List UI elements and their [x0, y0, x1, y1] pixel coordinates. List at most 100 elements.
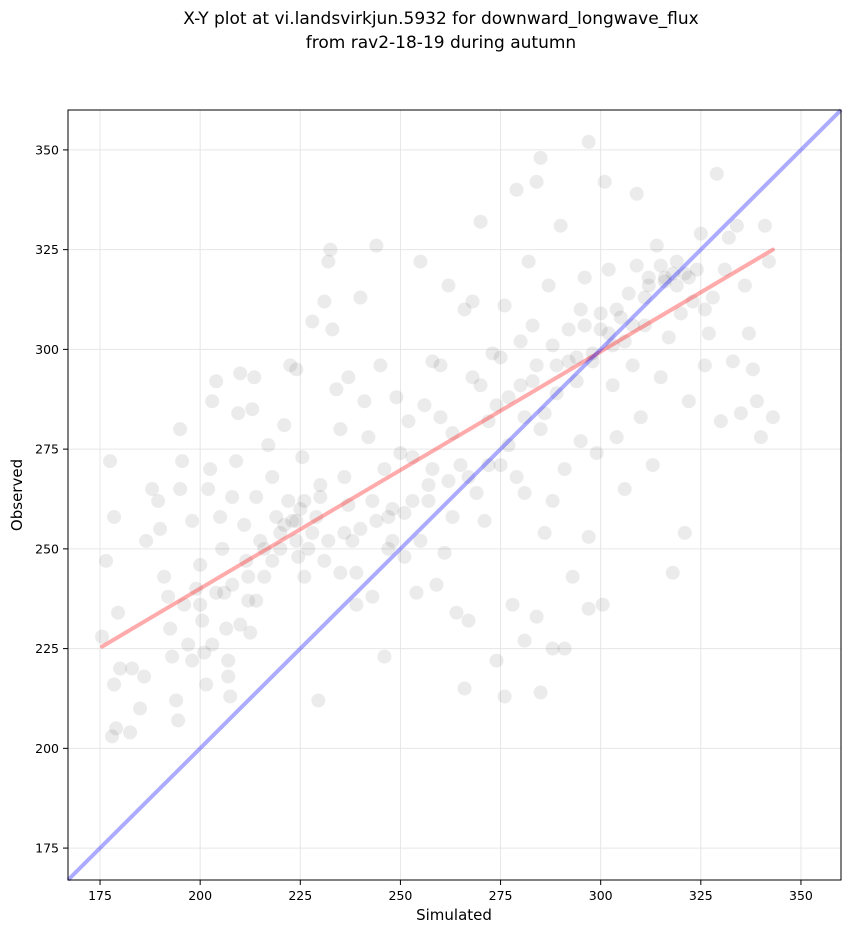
data-point — [341, 370, 356, 385]
data-point — [649, 238, 664, 253]
data-point — [493, 458, 508, 473]
x-tick-label: 175 — [88, 888, 112, 903]
data-point — [553, 218, 568, 233]
x-tick-label: 275 — [489, 888, 513, 903]
data-point — [241, 593, 256, 608]
data-point — [413, 254, 428, 269]
data-point — [533, 150, 548, 165]
data-point — [465, 370, 480, 385]
data-point — [417, 398, 432, 413]
data-point — [165, 649, 180, 664]
data-point — [681, 270, 696, 285]
data-point — [681, 394, 696, 409]
data-point — [209, 374, 224, 389]
data-point — [589, 446, 604, 461]
data-point — [433, 358, 448, 373]
data-point — [701, 326, 716, 341]
data-point — [585, 354, 600, 369]
data-point — [421, 493, 436, 508]
data-point — [181, 637, 196, 652]
data-point — [581, 529, 596, 544]
data-point — [329, 382, 344, 397]
data-point — [193, 597, 208, 612]
data-point — [741, 326, 756, 341]
data-point — [621, 286, 636, 301]
data-point — [669, 254, 684, 269]
data-point — [657, 270, 672, 285]
data-point — [357, 394, 372, 409]
data-point — [489, 653, 504, 668]
data-point — [545, 641, 560, 656]
data-point — [721, 230, 736, 245]
data-point — [657, 274, 672, 289]
data-point — [677, 525, 692, 540]
data-point — [195, 613, 210, 628]
data-point — [569, 374, 584, 389]
x-tick-label: 325 — [689, 888, 713, 903]
data-point — [185, 513, 200, 528]
y-tick-label: 300 — [35, 342, 59, 357]
x-axis-ticks: 175 200 225 250 275 300 325 350 — [88, 880, 813, 903]
data-point — [545, 338, 560, 353]
data-point — [333, 565, 348, 580]
data-point — [549, 386, 564, 401]
data-point — [517, 486, 532, 501]
data-point — [113, 661, 128, 676]
data-point — [393, 446, 408, 461]
data-point — [237, 517, 252, 532]
data-point — [753, 430, 768, 445]
data-point — [517, 410, 532, 425]
data-point — [609, 302, 624, 317]
data-point — [445, 426, 460, 441]
data-point — [161, 589, 176, 604]
data-point — [215, 541, 230, 556]
data-point — [265, 470, 280, 485]
data-point — [277, 418, 292, 433]
data-point — [301, 541, 316, 556]
data-point — [461, 470, 476, 485]
data-point — [457, 681, 472, 696]
y-tick-label: 250 — [35, 541, 59, 556]
data-point — [405, 450, 420, 465]
data-point — [341, 497, 356, 512]
data-point — [311, 693, 326, 708]
data-point — [595, 597, 610, 612]
data-point — [95, 629, 110, 644]
fit-lines — [66, 108, 843, 882]
data-point — [261, 438, 276, 453]
chart-title-line-1: X-Y plot at vi.landsvirkjun.5932 for dow… — [183, 9, 698, 29]
data-point — [477, 513, 492, 528]
data-point — [247, 370, 262, 385]
data-point — [269, 509, 284, 524]
data-point — [449, 605, 464, 620]
data-point — [529, 609, 544, 624]
data-point — [137, 669, 152, 684]
data-point — [397, 505, 412, 520]
data-point — [593, 322, 608, 337]
data-point — [281, 493, 296, 508]
data-point — [231, 406, 246, 421]
data-point — [669, 278, 684, 293]
data-point — [265, 553, 280, 568]
data-point — [401, 414, 416, 429]
data-point — [697, 358, 712, 373]
regression-line — [100, 247, 775, 649]
data-point — [705, 290, 720, 305]
data-point — [585, 346, 600, 361]
data-point — [169, 693, 184, 708]
data-point — [645, 458, 660, 473]
data-point — [557, 641, 572, 656]
y-tick-label: 200 — [35, 741, 59, 756]
data-point — [545, 493, 560, 508]
data-point — [103, 454, 118, 469]
data-point — [549, 358, 564, 373]
data-point — [273, 541, 288, 556]
data-point — [295, 450, 310, 465]
data-point — [653, 258, 668, 273]
data-point — [333, 422, 348, 437]
data-point — [107, 509, 122, 524]
data-point — [349, 597, 364, 612]
data-point — [617, 482, 632, 497]
data-point — [297, 493, 312, 508]
